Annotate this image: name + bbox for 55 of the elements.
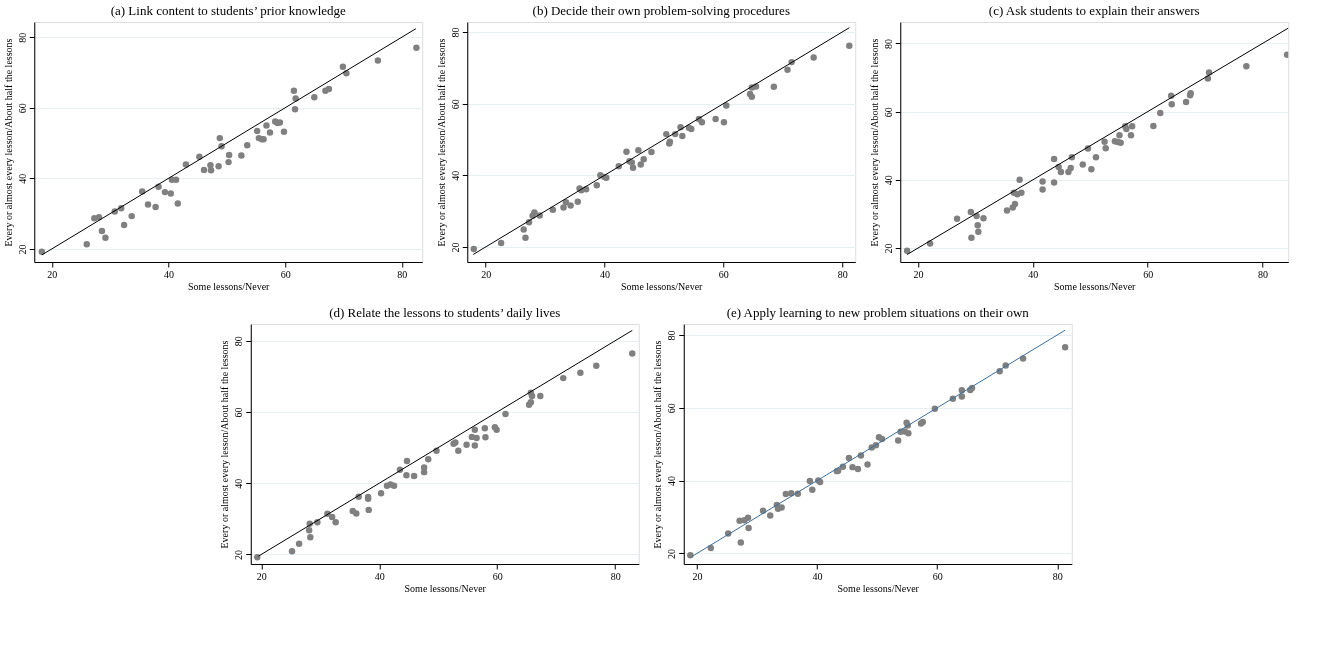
x-tick-label: 40	[600, 268, 611, 280]
y-tick-label: 60	[449, 99, 461, 110]
chart-title: (e) Apply learning to new problem situations on their own	[726, 305, 1030, 320]
x-tick-label: 60	[492, 570, 503, 582]
chart-title: (d) Relate the lessons to students’ daily lives	[329, 305, 561, 320]
x-tick-label: 20	[913, 268, 924, 280]
y-tick-label: 80	[882, 38, 894, 49]
y-tick-label: 20	[882, 243, 894, 254]
y-axis-title: Every or almost every lesson/About half the lessons	[652, 340, 664, 549]
x-axis-title: Some lessons/Never	[1054, 280, 1137, 292]
y-tick-label: 80	[449, 27, 461, 38]
x-tick-label: 20	[256, 570, 267, 582]
chart-title: (b) Decide their own problem-solving procedures	[532, 3, 790, 18]
chart-title: (c) Ask students to explain their answers	[988, 3, 1200, 18]
x-tick-label: 20	[47, 268, 58, 280]
y-tick-label: 80	[666, 330, 678, 341]
y-tick-label: 60	[666, 403, 678, 414]
x-tick-label: 40	[1028, 268, 1039, 280]
x-tick-label: 80	[397, 268, 408, 280]
x-tick-label: 40	[163, 268, 174, 280]
y-tick-label: 40	[666, 476, 678, 487]
y-tick-label: 60	[882, 107, 894, 118]
x-tick-label: 80	[610, 570, 621, 582]
x-tick-label: 80	[1257, 268, 1268, 280]
y-axis-title: Every or almost every lesson/About half the lessons	[219, 340, 231, 549]
y-axis-title: Every or almost every lesson/About half the lessons	[868, 38, 880, 247]
y-tick-label: 40	[233, 478, 245, 489]
x-tick-label: 40	[374, 570, 385, 582]
x-tick-label: 60	[1143, 268, 1154, 280]
x-tick-label: 80	[1052, 570, 1063, 582]
y-tick-label: 80	[16, 32, 28, 43]
y-tick-label: 20	[449, 242, 461, 253]
x-tick-label: 60	[280, 268, 291, 280]
chart-title: (a) Link content to students’ prior knowledge	[110, 3, 347, 18]
x-tick-label: 20	[692, 570, 703, 582]
x-axis-title: Some lessons/Never	[621, 280, 704, 292]
y-tick-label: 40	[449, 170, 461, 181]
x-axis-title: Some lessons/Never	[837, 582, 920, 594]
x-axis-title: Some lessons/Never	[404, 582, 487, 594]
x-tick-label: 40	[812, 570, 823, 582]
y-axis-title: Every or almost every lesson/About half the lessons	[2, 38, 14, 247]
y-tick-label: 20	[16, 244, 28, 255]
y-tick-label: 60	[233, 407, 245, 418]
x-axis-title: Some lessons/Never	[188, 280, 271, 292]
y-tick-label: 20	[666, 548, 678, 559]
x-tick-label: 60	[718, 268, 729, 280]
y-tick-label: 40	[16, 173, 28, 184]
x-tick-label: 60	[932, 570, 943, 582]
y-tick-label: 40	[882, 175, 894, 186]
y-tick-label: 80	[233, 336, 245, 347]
y-tick-label: 60	[16, 103, 28, 114]
x-tick-label: 80	[837, 268, 848, 280]
y-axis-title: Every or almost every lesson/About half the lessons	[435, 38, 447, 247]
x-tick-label: 20	[481, 268, 492, 280]
y-tick-label: 20	[233, 549, 245, 560]
